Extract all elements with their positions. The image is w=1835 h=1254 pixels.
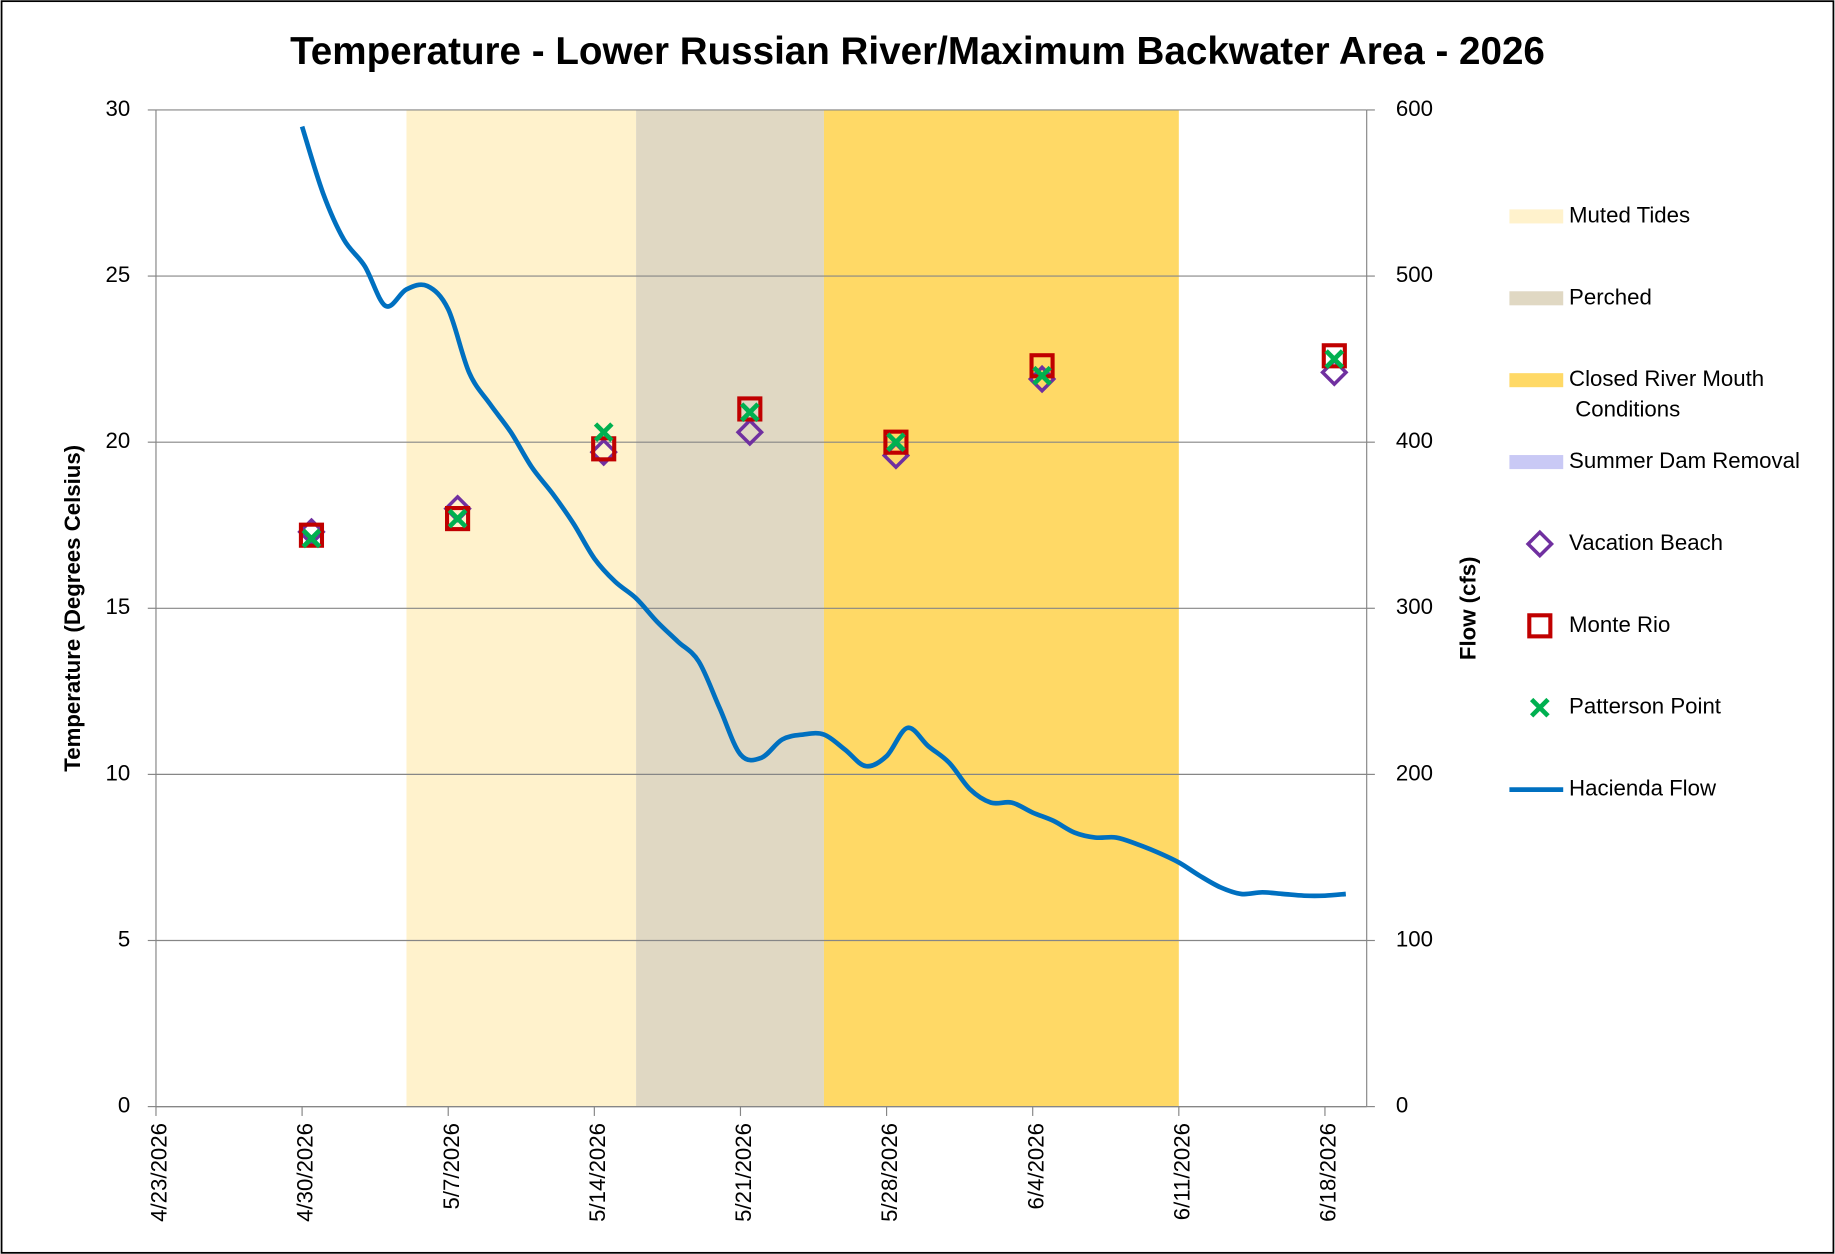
x-marker <box>447 508 468 529</box>
legend-swatch <box>1509 209 1564 224</box>
square-marker <box>883 429 909 455</box>
legend-marker <box>1525 529 1555 559</box>
x-tick-label: 4/30/2026 <box>293 1123 318 1222</box>
y-tick-label: 0 <box>118 1092 130 1117</box>
x-tick-label: 5/14/2026 <box>585 1123 610 1222</box>
chart-title: Temperature - Lower Russian River/Maximu… <box>290 30 1545 73</box>
x-tick-label: 5/7/2026 <box>439 1123 464 1210</box>
y2-tick-label: 500 <box>1396 262 1433 287</box>
y-tick-label: 10 <box>106 760 131 785</box>
legend-marker <box>1527 613 1553 639</box>
y-tick-label: 15 <box>106 594 131 619</box>
x-tick-label: 6/18/2026 <box>1315 1123 1340 1222</box>
x-marker <box>886 432 906 453</box>
y-tick-label: 5 <box>118 926 130 951</box>
legend-swatch <box>1509 373 1564 388</box>
y2-tick-label: 100 <box>1396 926 1433 951</box>
x-tick-label: 5/21/2026 <box>731 1123 756 1222</box>
square-marker <box>445 506 471 532</box>
x-marker <box>1032 365 1052 386</box>
square-marker <box>298 522 325 548</box>
legend-marker <box>1529 697 1550 718</box>
legend-label: Muted Tides <box>1569 202 1690 227</box>
legend-label: Closed River Mouth Conditions <box>1569 366 1764 421</box>
y-axis-title: Temperature (Degrees Celsius) <box>60 445 85 772</box>
y-tick-label: 25 <box>106 262 131 287</box>
y2-tick-label: 300 <box>1396 594 1433 619</box>
x-marker <box>301 528 322 549</box>
y2-axis-title: Flow (cfs) <box>1456 556 1481 660</box>
x-marker <box>593 422 614 443</box>
square-marker <box>737 396 763 422</box>
y-tick-label: 30 <box>106 96 131 121</box>
y2-tick-label: 600 <box>1396 96 1433 121</box>
legend-label: Vacation Beach <box>1569 530 1723 555</box>
y-tick-label: 20 <box>106 428 131 453</box>
plot <box>297 125 1349 899</box>
x-marker <box>739 402 760 423</box>
grid <box>147 109 1375 1116</box>
diamond-marker <box>589 437 618 467</box>
x-tick-label: 6/11/2026 <box>1169 1123 1194 1220</box>
legend-label: Perched <box>1569 284 1652 309</box>
square-marker <box>591 436 617 462</box>
legend-swatch <box>1509 455 1564 470</box>
legend-swatch <box>1509 291 1564 306</box>
square-marker <box>1321 343 1347 369</box>
legend-label: Patterson Point <box>1569 694 1722 719</box>
diamond-marker <box>297 517 326 547</box>
diamond-marker <box>735 418 764 447</box>
x-tick-label: 4/23/2026 <box>147 1123 172 1222</box>
x-tick-label: 6/4/2026 <box>1023 1123 1048 1210</box>
flow-line <box>299 125 1347 899</box>
x-marker <box>1324 349 1345 369</box>
legend-label: Monte Rio <box>1569 612 1670 637</box>
legend-label: Hacienda Flow <box>1569 775 1717 800</box>
x-tick-label: 5/28/2026 <box>877 1123 902 1222</box>
y2-tick-label: 400 <box>1396 428 1433 453</box>
legend-label: Summer Dam Removal <box>1569 448 1800 473</box>
y2-tick-label: 0 <box>1396 1092 1408 1117</box>
y2-tick-label: 200 <box>1396 760 1433 785</box>
diamond-marker <box>1320 358 1349 387</box>
